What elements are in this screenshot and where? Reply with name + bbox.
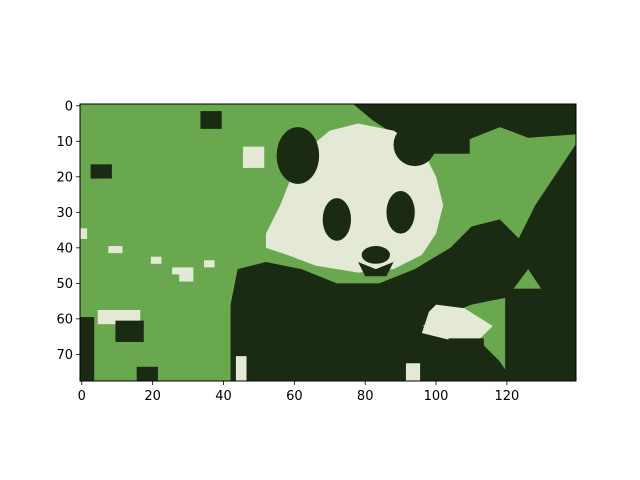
panda-eye-left (322, 198, 352, 241)
x-tick-label: 120 (495, 389, 520, 404)
panda-eye-right (386, 191, 415, 234)
y-tick-label: 10 (56, 135, 73, 150)
dark-patch-right-bottom (505, 288, 576, 381)
dark-patch-bottom (136, 366, 158, 381)
panda-nose (361, 246, 391, 264)
quantized-image (80, 104, 576, 381)
dark-patch-left-top (90, 164, 112, 179)
highlight-bottom-left (235, 356, 247, 381)
x-tick-label: 0 (78, 389, 86, 404)
panda-mouth (358, 262, 394, 277)
y-tick-label: 60 (56, 312, 73, 327)
y-tick-label: 70 (56, 348, 73, 363)
dark-patch-top-mid (427, 125, 470, 154)
dark-patch-top (200, 111, 222, 129)
axes-frame (79, 103, 577, 382)
x-tick-label: 20 (144, 389, 161, 404)
dark-patch-right-mid (448, 338, 484, 360)
y-tick-label: 20 (56, 170, 73, 185)
x-tick-label: 80 (357, 389, 374, 404)
y-tick-label: 0 (65, 99, 73, 114)
speck-1 (108, 246, 123, 254)
highlight-left-ear (242, 146, 265, 168)
highlight-bottom (405, 363, 421, 381)
dark-patch-left-bottom (80, 317, 95, 381)
panda-ear-right (393, 123, 437, 167)
speck-5 (80, 228, 88, 239)
x-tick-label: 60 (286, 389, 303, 404)
y-tick-label: 30 (56, 206, 73, 221)
y-tick-label: 40 (56, 241, 73, 256)
dark-patch-left-mid (115, 320, 144, 342)
plot-area (80, 104, 576, 381)
x-tick-label: 100 (424, 389, 449, 404)
x-axis: 0 20 40 60 80 100 120 (78, 381, 520, 404)
y-tick-label: 50 (56, 277, 73, 292)
foliage-right-edge (514, 143, 576, 311)
x-tick-label: 40 (215, 389, 232, 404)
speck-2 (172, 267, 194, 275)
speck-3 (179, 274, 194, 282)
leaf-highlight-right (421, 304, 493, 341)
speck-6 (150, 256, 162, 264)
speck-4 (204, 260, 215, 268)
panda-ear-left (276, 127, 320, 184)
y-axis: 0 10 20 30 40 50 60 70 (56, 99, 80, 363)
